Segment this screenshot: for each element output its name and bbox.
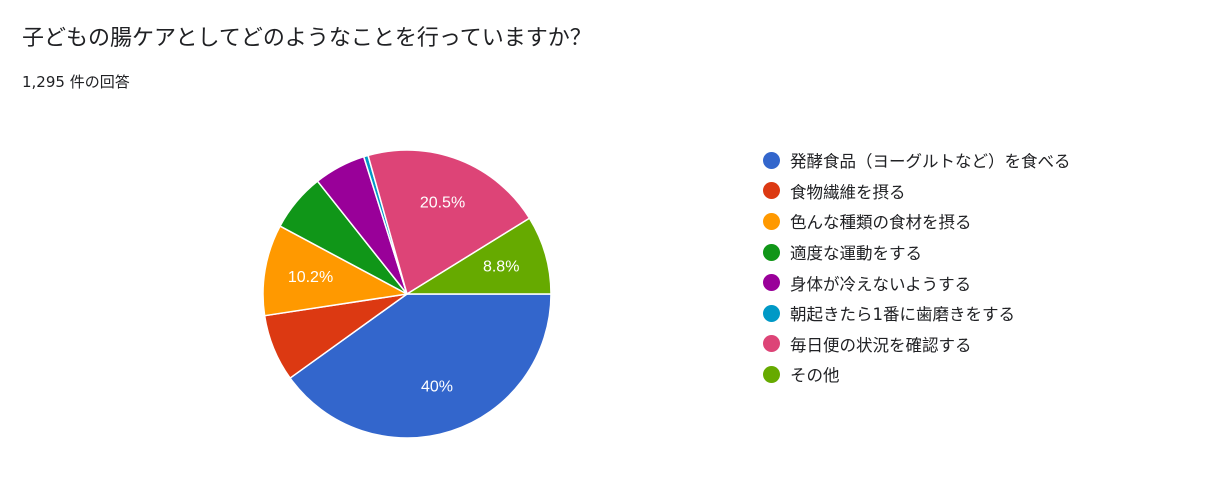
legend-label: 色んな種類の食材を摂る [790,213,972,233]
legend-item[interactable]: 食物繊維を摂る [763,176,1071,207]
legend-swatch [763,335,780,353]
legend-swatch [763,304,780,322]
slice-data-label: 40% [421,379,453,396]
legend-swatch [763,212,780,230]
legend-label: その他 [790,366,840,386]
legend-swatch [763,243,780,261]
legend-item[interactable]: 身体が冷えないようする [763,267,1071,298]
legend-item[interactable]: 適度な運動をする [763,237,1071,268]
legend-item[interactable]: 毎日便の状況を確認する [763,329,1071,360]
legend-item[interactable]: 色んな種類の食材を摂る [763,206,1071,237]
legend-label: 朝起きたら1番に歯磨きをする [790,305,1015,325]
legend-label: 適度な運動をする [790,244,922,264]
legend-item[interactable]: 朝起きたら1番に歯磨きをする [763,298,1071,329]
chart-legend: 発酵食品（ヨーグルトなど）を食べる 食物繊維を摂る色んな種類の食材を摂る 適度な運動… [763,145,1071,390]
legend-swatch [763,151,780,169]
slice-data-label: 20.5% [420,194,465,211]
legend-swatch [763,365,780,383]
chart-title: 子どもの腸ケアとしてどのようなことを行っていますか？ [22,26,592,51]
legend-label: 毎日便の状況を確認する [790,335,972,355]
pie-slice[interactable] [367,149,531,296]
response-count: 1,295 件の回答 [22,73,130,91]
slice-data-label: 10.2% [288,269,333,286]
pie-slice[interactable] [289,293,552,439]
slice-data-label: 8.8% [483,259,519,276]
legend-label: 食物繊維を摂る [790,182,906,202]
legend-label: 身体が冷えないようする [790,274,972,294]
legend-swatch [763,274,780,292]
legend-swatch [763,182,780,200]
pie-slice[interactable] [262,225,410,317]
pie-slice[interactable] [404,217,552,295]
legend-label: 発酵食品（ヨーグルトなど）を食べる [790,152,1071,172]
legend-item[interactable]: その他 [763,359,1071,390]
legend-item[interactable]: 発酵食品（ヨーグルトなど）を食べる [763,145,1071,176]
